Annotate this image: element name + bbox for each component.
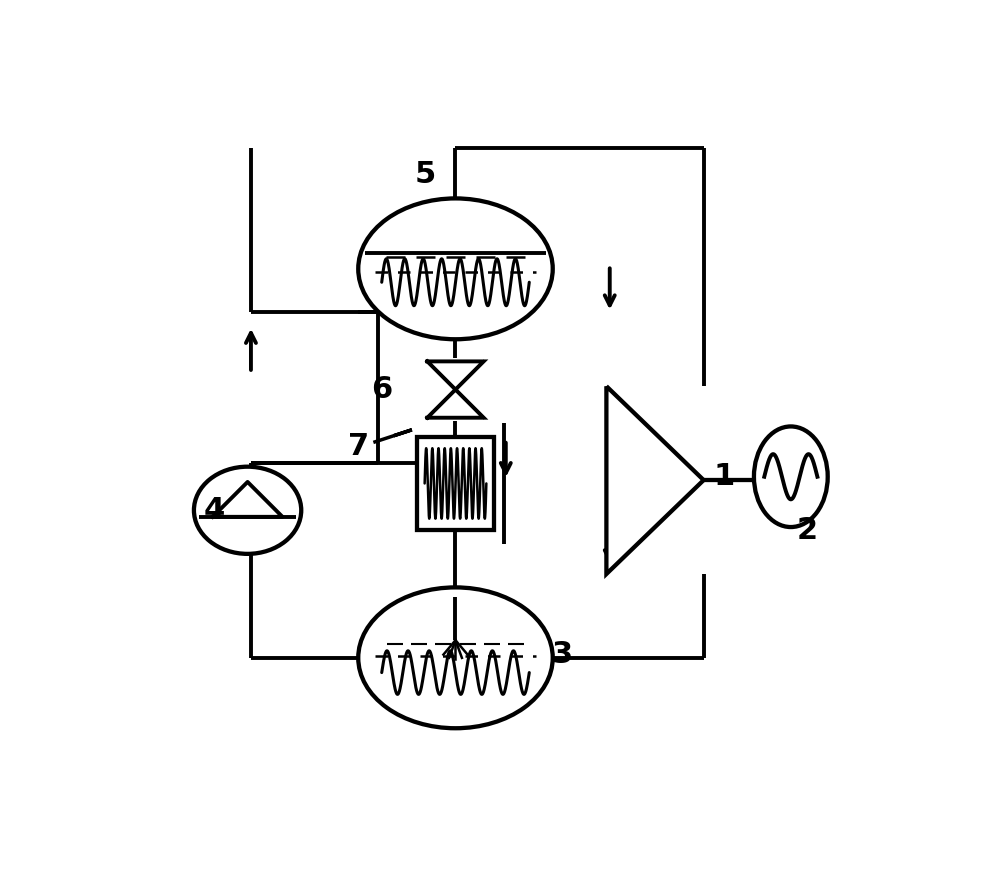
Polygon shape [606, 386, 704, 574]
Text: 3: 3 [552, 640, 573, 669]
Text: 2: 2 [797, 516, 818, 545]
Bar [417, 436, 494, 530]
Polygon shape [427, 389, 484, 418]
Ellipse shape [754, 427, 828, 527]
Polygon shape [213, 482, 282, 517]
Text: 5: 5 [415, 160, 436, 189]
Text: 4: 4 [203, 496, 225, 524]
Text: 7: 7 [348, 432, 369, 461]
Ellipse shape [358, 199, 553, 339]
Polygon shape [427, 361, 484, 389]
Text: 1: 1 [713, 463, 734, 491]
Text: 6: 6 [371, 375, 392, 404]
Ellipse shape [194, 467, 301, 554]
Ellipse shape [358, 587, 553, 728]
